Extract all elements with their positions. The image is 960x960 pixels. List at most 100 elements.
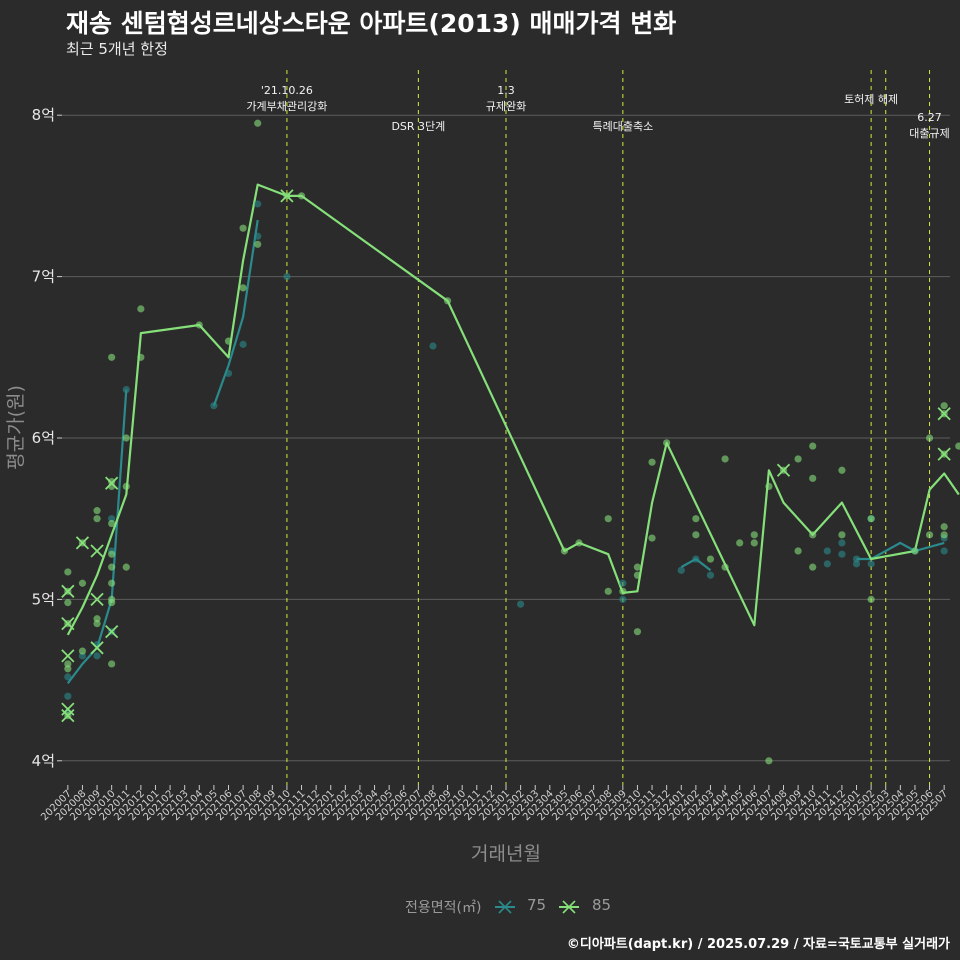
point-75-11 xyxy=(224,369,233,378)
point-75-5 xyxy=(93,652,101,660)
point-85-58 xyxy=(765,757,773,765)
xmark-85-12 xyxy=(776,463,791,477)
point-85-32 xyxy=(239,224,247,232)
xmark-85-4-b xyxy=(61,708,75,723)
xmark-85-9 xyxy=(105,476,119,490)
xmark-85-11 xyxy=(280,189,294,203)
point-85-42 xyxy=(619,587,627,595)
point-85-53 xyxy=(721,563,729,571)
point-85-62 xyxy=(809,442,817,450)
point-75-10 xyxy=(210,402,218,410)
series-75-line-3 xyxy=(856,541,945,561)
point-85-73 xyxy=(940,402,948,410)
point-85-40 xyxy=(604,587,612,595)
annotation-0-1: 가계부채관리강화 xyxy=(246,100,327,113)
point-85-69 xyxy=(867,595,875,603)
xmark-85-8 xyxy=(90,641,104,655)
point-85-38 xyxy=(560,547,569,555)
annotation-1-0: DSR 3단계 xyxy=(391,120,445,133)
point-85-65 xyxy=(809,563,817,571)
point-85-29 xyxy=(195,321,203,329)
xmark-85-5-b xyxy=(75,536,90,550)
point-85-76 xyxy=(940,523,948,531)
point-85-2 xyxy=(64,568,72,576)
point-75-24 xyxy=(823,547,831,555)
legend-label-75: 75 xyxy=(527,896,547,914)
xmark-85-5 xyxy=(75,536,90,550)
point-75-9 xyxy=(122,385,130,394)
point-85-66 xyxy=(838,466,846,474)
y-axis-ticks: 4억 5억 6억 7억 8억 xyxy=(32,106,62,770)
point-85-55 xyxy=(750,539,758,547)
chart-title: 재송 센텀협성르네상스타운 아파트(2013) 매매가격 변화 xyxy=(66,9,677,38)
legend-key-85 xyxy=(559,900,579,914)
xmark-85-0-b xyxy=(61,584,75,598)
series-85-line-0 xyxy=(66,183,960,636)
legend: 전용면적(㎡) 75 85 xyxy=(0,893,960,919)
point-85-24 xyxy=(122,563,130,571)
point-85-25 xyxy=(122,482,130,491)
point-85-49 xyxy=(692,515,700,523)
point-85-18 xyxy=(108,563,116,571)
point-75-23 xyxy=(823,560,831,568)
point-85-23 xyxy=(108,353,116,361)
point-85-67 xyxy=(838,531,846,539)
point-85-43 xyxy=(633,563,642,571)
annotation-0-0: '21.10.26 xyxy=(261,84,313,97)
xmark-85-2-b xyxy=(61,649,75,663)
point-85-13 xyxy=(93,507,101,515)
xmark-85-7 xyxy=(90,592,104,607)
xmark-85-3 xyxy=(61,702,75,716)
x-markers xyxy=(61,189,951,723)
point-75-25 xyxy=(838,539,846,547)
annotation-2-0: 1.3 xyxy=(497,84,515,97)
point-85-78 xyxy=(955,442,960,450)
point-75-14 xyxy=(254,232,262,240)
point-85-26 xyxy=(122,434,130,442)
point-85-70 xyxy=(911,547,919,555)
xmark-85-0 xyxy=(61,584,75,598)
point-85-12 xyxy=(93,515,101,523)
point-85-20 xyxy=(108,519,116,528)
ytick-label-4: 8억 xyxy=(32,106,55,124)
chart-subtitle: 최근 5개년 한정 xyxy=(66,40,168,58)
point-85-3 xyxy=(64,599,72,607)
xmark-85-12-b xyxy=(776,463,791,477)
point-85-54 xyxy=(736,539,744,547)
point-85-30 xyxy=(224,337,233,345)
data-points xyxy=(64,119,960,765)
point-75-1 xyxy=(64,692,72,700)
point-85-27 xyxy=(137,353,145,361)
xmark-85-2 xyxy=(61,649,75,663)
point-85-8 xyxy=(78,579,87,587)
series-lines xyxy=(66,183,960,684)
point-85-5 xyxy=(64,665,72,673)
ytick-label-2: 6억 xyxy=(32,429,55,447)
x-axis-title: 거래년월 xyxy=(471,843,541,865)
point-75-17 xyxy=(517,600,525,608)
point-85-44 xyxy=(633,571,642,579)
xmark-85-4 xyxy=(61,708,75,723)
point-85-11 xyxy=(93,615,101,623)
point-85-14 xyxy=(108,660,116,668)
point-75-19 xyxy=(619,595,627,603)
point-85-71 xyxy=(925,434,934,442)
legend-key-75 xyxy=(495,900,515,914)
point-85-31 xyxy=(239,284,247,292)
xmark-85-7-b xyxy=(90,592,104,607)
point-85-63 xyxy=(809,474,817,482)
point-85-56 xyxy=(750,531,758,539)
point-85-7 xyxy=(78,647,87,655)
annotation-4-0: 토허제 해제 xyxy=(844,92,898,106)
point-85-37 xyxy=(443,297,452,305)
series-75-line-1 xyxy=(212,219,259,407)
annotation-2-1: 규제완화 xyxy=(486,100,526,113)
policy-lines xyxy=(286,70,931,785)
point-85-64 xyxy=(809,531,817,539)
point-85-46 xyxy=(648,458,656,466)
xmark-85-1 xyxy=(61,616,75,631)
point-85-33 xyxy=(254,240,262,248)
point-85-36 xyxy=(297,192,306,200)
xmark-85-8-b xyxy=(90,641,104,655)
